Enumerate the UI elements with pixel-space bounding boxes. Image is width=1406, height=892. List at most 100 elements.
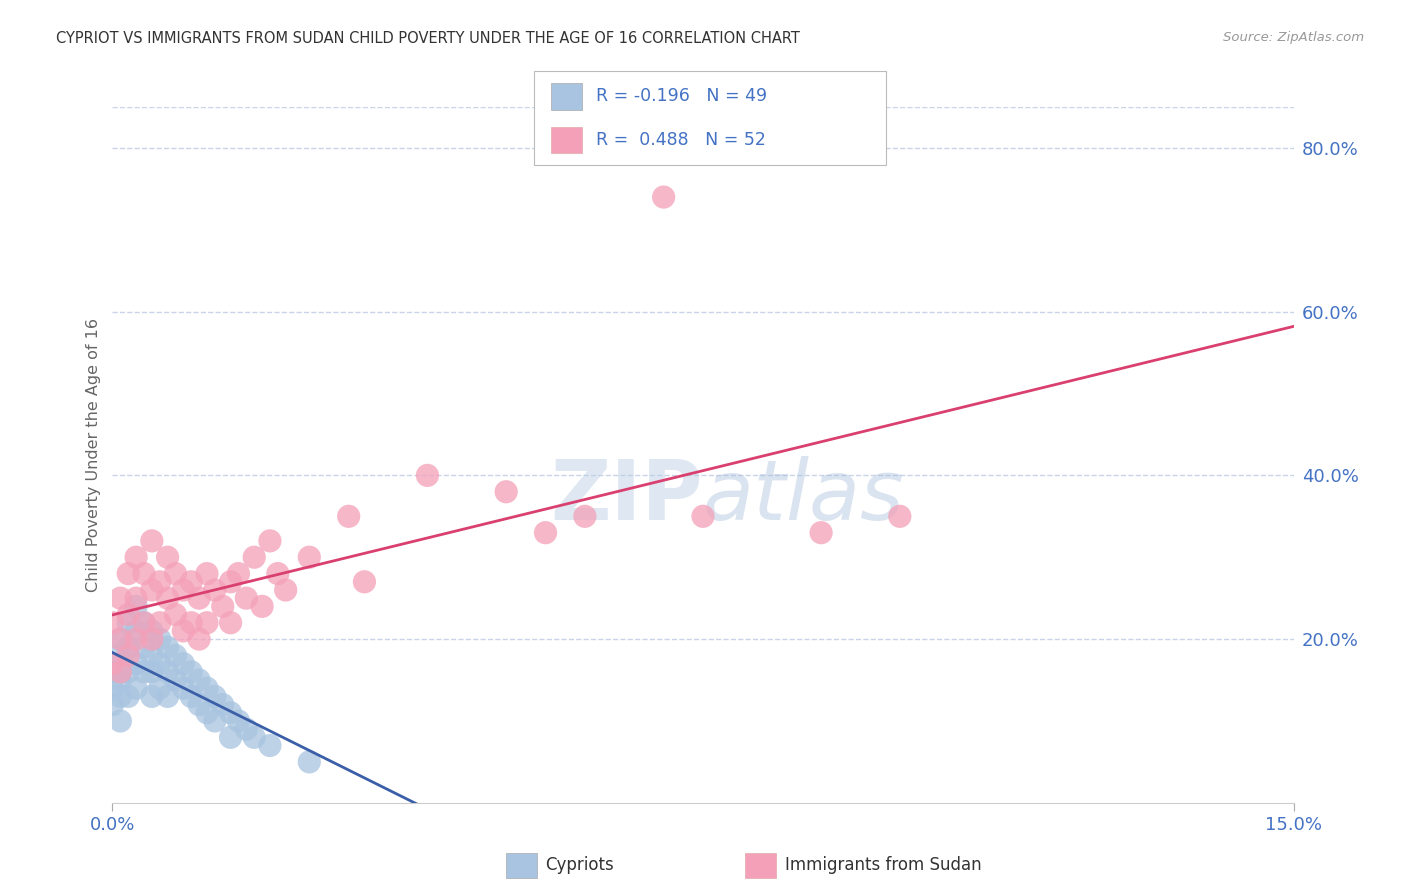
Text: ZIP: ZIP — [551, 456, 703, 537]
Point — [165, 607, 187, 622]
Point — [125, 599, 148, 614]
Point — [110, 690, 132, 704]
Point — [149, 681, 172, 696]
Point — [243, 550, 266, 565]
Text: R =  0.488   N = 52: R = 0.488 N = 52 — [596, 131, 766, 149]
Point — [132, 665, 155, 679]
Point — [243, 731, 266, 745]
Point — [149, 615, 172, 630]
Point — [132, 640, 155, 655]
Text: Immigrants from Sudan: Immigrants from Sudan — [785, 856, 981, 874]
Point — [141, 648, 163, 663]
Point — [180, 690, 202, 704]
Point — [195, 566, 218, 581]
Point — [810, 525, 832, 540]
Point — [101, 665, 124, 679]
Point — [141, 624, 163, 638]
Point — [195, 706, 218, 720]
Point — [204, 714, 226, 728]
Point — [125, 624, 148, 638]
Text: CYPRIOT VS IMMIGRANTS FROM SUDAN CHILD POVERTY UNDER THE AGE OF 16 CORRELATION C: CYPRIOT VS IMMIGRANTS FROM SUDAN CHILD P… — [56, 31, 800, 46]
Point — [204, 690, 226, 704]
Point — [534, 525, 557, 540]
Y-axis label: Child Poverty Under the Age of 16: Child Poverty Under the Age of 16 — [86, 318, 101, 592]
Point — [101, 657, 124, 671]
Point — [259, 533, 281, 548]
Point — [156, 640, 179, 655]
Point — [101, 681, 124, 696]
Point — [228, 566, 250, 581]
Point — [110, 648, 132, 663]
Point — [274, 582, 297, 597]
Point — [219, 574, 242, 589]
Point — [110, 665, 132, 679]
Point — [228, 714, 250, 728]
Point — [195, 681, 218, 696]
Point — [125, 657, 148, 671]
Point — [141, 632, 163, 646]
Point — [188, 591, 211, 606]
Point — [180, 574, 202, 589]
Point — [110, 632, 132, 646]
Point — [172, 624, 194, 638]
Point — [574, 509, 596, 524]
Point — [117, 615, 139, 630]
Text: Cypriots: Cypriots — [546, 856, 614, 874]
Point — [416, 468, 439, 483]
Point — [267, 566, 290, 581]
Point — [195, 615, 218, 630]
Point — [117, 690, 139, 704]
Point — [149, 574, 172, 589]
Point — [141, 582, 163, 597]
Point — [211, 698, 233, 712]
Point — [141, 533, 163, 548]
Point — [235, 591, 257, 606]
Point — [117, 607, 139, 622]
Point — [110, 673, 132, 687]
Point — [156, 665, 179, 679]
Point — [172, 681, 194, 696]
Point — [149, 632, 172, 646]
Point — [125, 550, 148, 565]
Point — [889, 509, 911, 524]
Point — [132, 615, 155, 630]
Point — [337, 509, 360, 524]
Point — [156, 690, 179, 704]
Point — [204, 582, 226, 597]
Point — [172, 582, 194, 597]
Point — [692, 509, 714, 524]
Point — [652, 190, 675, 204]
Point — [188, 698, 211, 712]
Point — [110, 632, 132, 646]
Point — [117, 640, 139, 655]
Point — [110, 591, 132, 606]
Point — [132, 566, 155, 581]
Point — [156, 591, 179, 606]
Point — [117, 648, 139, 663]
Point — [250, 599, 273, 614]
Point — [172, 657, 194, 671]
Point — [125, 681, 148, 696]
Point — [156, 550, 179, 565]
Point — [353, 574, 375, 589]
Point — [125, 632, 148, 646]
Text: R = -0.196   N = 49: R = -0.196 N = 49 — [596, 87, 768, 105]
Text: atlas: atlas — [703, 456, 904, 537]
Point — [101, 698, 124, 712]
Point — [165, 648, 187, 663]
Point — [117, 665, 139, 679]
Point — [235, 722, 257, 736]
Point — [211, 599, 233, 614]
Point — [165, 673, 187, 687]
Point — [219, 615, 242, 630]
Point — [180, 615, 202, 630]
Point — [298, 550, 321, 565]
Point — [259, 739, 281, 753]
Point — [298, 755, 321, 769]
Point — [188, 632, 211, 646]
Text: Source: ZipAtlas.com: Source: ZipAtlas.com — [1223, 31, 1364, 45]
Point — [219, 706, 242, 720]
Point — [188, 673, 211, 687]
Point — [219, 731, 242, 745]
Point — [180, 665, 202, 679]
